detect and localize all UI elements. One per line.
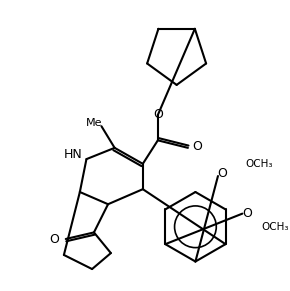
Text: HN: HN: [64, 148, 83, 161]
Text: O: O: [218, 167, 228, 180]
Text: O: O: [153, 109, 163, 121]
Text: Me: Me: [86, 118, 102, 128]
Text: OCH₃: OCH₃: [245, 159, 273, 169]
Text: O: O: [242, 207, 252, 220]
Text: O: O: [49, 233, 59, 246]
Text: OCH₃: OCH₃: [261, 222, 289, 232]
Text: O: O: [193, 141, 202, 153]
